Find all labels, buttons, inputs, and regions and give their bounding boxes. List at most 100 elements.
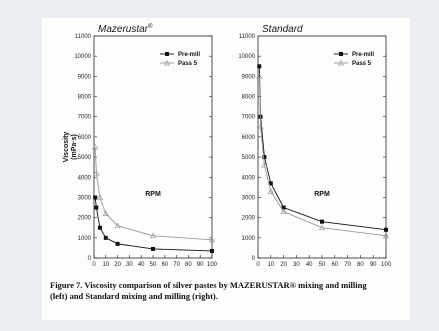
y-axis-unit: (mPa·s) <box>71 134 78 160</box>
legend-entry-pass-5: Pass 5 <box>352 61 372 67</box>
y-tick-label: 11000 <box>239 34 256 40</box>
x-tick-label: 40 <box>138 262 145 268</box>
caption-line-2: (left) and Standard mixing and milling (… <box>50 291 218 301</box>
data-point-pre-mill <box>268 181 273 186</box>
x-tick-label: 30 <box>293 262 300 268</box>
x-tick-label: 0 <box>92 262 96 268</box>
data-point-pre-mill <box>97 225 102 230</box>
legend-entry-pass-5: Pass 5 <box>178 61 198 67</box>
x-tick-label: 70 <box>344 262 351 268</box>
data-point-pre-mill <box>115 241 120 246</box>
series-line-pre-mill <box>258 66 387 231</box>
y-tick-label: 7000 <box>78 115 92 121</box>
data-point-pass-5 <box>93 170 100 176</box>
y-tick-label: 10000 <box>74 54 91 60</box>
legend-entry-pre-mill: Pre-mill <box>178 52 200 58</box>
chart-title-superscript: ® <box>148 23 153 30</box>
x-tick-label: 10 <box>267 262 274 268</box>
legend-entry-pre-mill: Pre-mill <box>352 52 374 58</box>
x-tick-label: 80 <box>357 262 364 268</box>
x-tick-label: 30 <box>126 262 133 268</box>
x-tick-label: 60 <box>331 262 338 268</box>
data-point-pass-5 <box>382 232 390 239</box>
y-tick-label: 3000 <box>242 195 256 201</box>
legend-marker-square <box>165 52 169 56</box>
x-tick-label: 80 <box>185 262 192 268</box>
data-point-pre-mill <box>281 205 286 210</box>
data-point-pre-mill <box>320 219 324 224</box>
data-point-pass-5 <box>256 73 263 79</box>
data-point-pre-mill <box>257 64 262 69</box>
y-tick-label: 9000 <box>78 74 92 80</box>
data-point-pre-mill <box>262 155 267 160</box>
y-tick-label: 5000 <box>78 155 92 161</box>
y-tick-label: 4000 <box>242 175 256 181</box>
x-tick-label: 60 <box>161 262 168 268</box>
x-tick-label: 50 <box>319 262 326 268</box>
data-point-pass-5 <box>257 123 264 130</box>
y-tick-label: 0 <box>88 256 92 262</box>
x-tick-label: 0 <box>256 262 260 268</box>
legend-marker-triangle <box>163 59 171 66</box>
data-point-pass-5 <box>92 143 99 150</box>
data-point-pass-5 <box>318 224 326 231</box>
y-tick-label: 11000 <box>75 34 92 40</box>
series-line-pre-mill <box>94 197 213 252</box>
figure: Mazerustar® 0 1000 2000 3000 4000 5000 6000 7000… <box>42 18 410 320</box>
data-point-pass-5 <box>280 208 287 214</box>
x-axis-label: RPM <box>314 191 330 198</box>
plot-frame <box>93 35 213 259</box>
data-point-pass-5 <box>267 188 274 194</box>
data-point-pre-mill <box>94 205 99 210</box>
x-tick-label: 70 <box>173 262 180 268</box>
y-tick-label: 2000 <box>242 216 256 222</box>
y-tick-label: 6000 <box>78 135 92 141</box>
x-tick-label: 20 <box>280 262 287 268</box>
y-tick-label: 7000 <box>242 115 256 121</box>
series-line-pass-5 <box>94 146 213 241</box>
data-point-pre-mill <box>151 246 155 251</box>
data-point-pass-5 <box>261 161 268 168</box>
y-tick-label: 5000 <box>242 155 256 161</box>
caption-line-1: Figure 7. Viscosity comparison of silver… <box>50 280 367 290</box>
x-tick-label: 10 <box>102 262 109 268</box>
chart-title: Mazerustar® <box>98 23 153 35</box>
y-tick-label: 4000 <box>78 175 92 181</box>
y-tick-label: 2000 <box>78 216 92 222</box>
y-tick-label: 6000 <box>242 135 256 141</box>
legend-marker-square <box>339 52 343 56</box>
x-tick-label: 100 <box>381 262 392 268</box>
x-tick-label: 90 <box>370 262 377 268</box>
data-point-pass-5 <box>114 222 121 229</box>
data-point-pre-mill <box>210 248 214 253</box>
legend-marker-triangle <box>337 59 345 66</box>
data-point-pre-mill <box>103 235 108 240</box>
x-tick-label: 50 <box>150 262 157 268</box>
y-tick-label: 10000 <box>238 54 255 60</box>
chart-title: Standard <box>262 24 303 35</box>
y-tick-label: 1000 <box>78 236 92 242</box>
data-point-pass-5 <box>96 194 103 200</box>
y-tick-label: 3000 <box>78 195 92 201</box>
y-tick-label: 1000 <box>242 236 256 242</box>
x-tick-label: 20 <box>114 262 121 268</box>
y-tick-label: 8000 <box>78 95 92 101</box>
y-tick-label: 0 <box>252 256 256 262</box>
chart-svg: Mazerustar®01000200030004000500060007000… <box>63 23 392 268</box>
y-axis-label: Viscosity <box>63 132 70 163</box>
x-axis-label: RPM <box>145 191 161 198</box>
data-point-pre-mill <box>384 227 388 232</box>
data-point-pre-mill <box>93 195 98 200</box>
data-point-pass-5 <box>149 232 157 239</box>
figure-caption: Figure 7. Viscosity comparison of silver… <box>50 280 405 302</box>
x-tick-label: 90 <box>197 262 204 268</box>
data-point-pass-5 <box>208 236 216 243</box>
chart-panel-left: Mazerustar®01000200030004000500060007000… <box>63 23 218 268</box>
x-tick-label: 100 <box>207 262 218 268</box>
chart-panel-right: Standard01000200030004000500060007000800… <box>238 24 391 268</box>
series-line-pass-5 <box>258 76 387 237</box>
x-tick-label: 40 <box>306 262 313 268</box>
y-tick-label: 8000 <box>242 95 256 101</box>
data-point-pass-5 <box>102 210 109 216</box>
